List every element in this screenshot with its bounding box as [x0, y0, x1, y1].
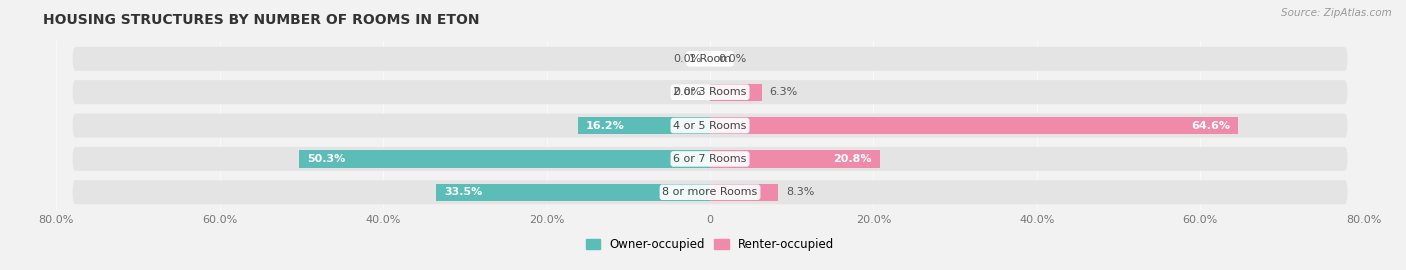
Text: 8 or more Rooms: 8 or more Rooms — [662, 187, 758, 197]
Text: 0.0%: 0.0% — [673, 54, 702, 64]
Legend: Owner-occupied, Renter-occupied: Owner-occupied, Renter-occupied — [581, 233, 839, 256]
Bar — [436, 184, 710, 201]
Text: 2 or 3 Rooms: 2 or 3 Rooms — [673, 87, 747, 97]
Text: Source: ZipAtlas.com: Source: ZipAtlas.com — [1281, 8, 1392, 18]
Bar — [710, 150, 880, 168]
Bar — [710, 184, 778, 201]
Text: 33.5%: 33.5% — [444, 187, 482, 197]
Text: 0.0%: 0.0% — [718, 54, 747, 64]
Text: 0.0%: 0.0% — [673, 87, 702, 97]
Text: 4 or 5 Rooms: 4 or 5 Rooms — [673, 120, 747, 131]
FancyBboxPatch shape — [73, 114, 1347, 137]
Text: 6.3%: 6.3% — [769, 87, 799, 97]
Text: 8.3%: 8.3% — [786, 187, 814, 197]
FancyBboxPatch shape — [73, 147, 1347, 171]
Text: 64.6%: 64.6% — [1191, 120, 1230, 131]
Bar — [578, 117, 710, 134]
Text: 20.8%: 20.8% — [834, 154, 872, 164]
FancyBboxPatch shape — [73, 180, 1347, 204]
Text: 50.3%: 50.3% — [307, 154, 346, 164]
Bar — [710, 83, 762, 101]
FancyBboxPatch shape — [73, 80, 1347, 104]
Bar — [299, 150, 710, 168]
Text: HOUSING STRUCTURES BY NUMBER OF ROOMS IN ETON: HOUSING STRUCTURES BY NUMBER OF ROOMS IN… — [44, 13, 479, 27]
Text: 16.2%: 16.2% — [586, 120, 624, 131]
Text: 1 Room: 1 Room — [689, 54, 731, 64]
Bar — [710, 117, 1237, 134]
FancyBboxPatch shape — [73, 47, 1347, 71]
Text: 6 or 7 Rooms: 6 or 7 Rooms — [673, 154, 747, 164]
